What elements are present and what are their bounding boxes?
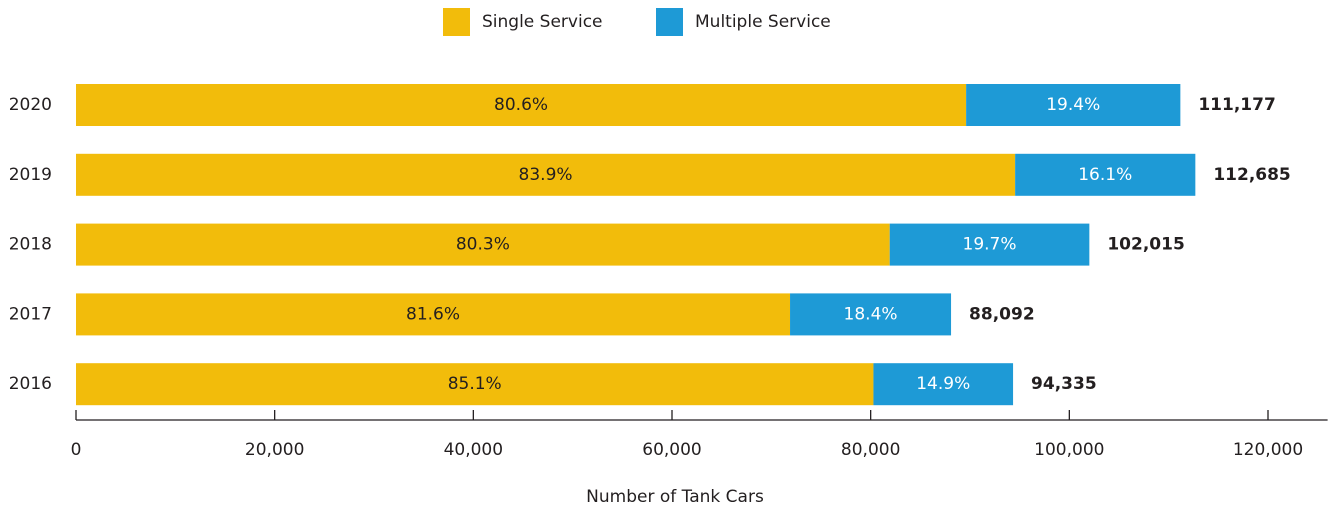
y-tick-label: 2018 [9,235,52,255]
bar-segment [790,293,952,336]
bar-segment [76,153,1016,196]
bar-value-label: 16.1% [1078,165,1132,185]
x-tick-label: 40,000 [444,440,503,460]
bar-total-label: 111,177 [1198,95,1275,115]
bar-value-label: 80.6% [494,95,548,115]
bar-segment [76,363,874,406]
bar-value-label: 85.1% [448,374,502,394]
bar-value-label: 80.3% [456,235,510,255]
bar-value-label: 18.4% [844,304,898,324]
x-axis-label: Number of Tank Cars [586,487,764,507]
bar-segment [76,223,890,266]
x-tick-label: 60,000 [642,440,701,460]
bar-segment [966,84,1181,126]
bar-total-label: 102,015 [1107,235,1184,255]
bar-total-label: 88,092 [969,304,1035,324]
y-tick-label: 2020 [9,95,52,115]
y-tick-label: 2019 [9,165,52,185]
bar-segment [873,363,1014,406]
bar-value-label: 19.4% [1046,95,1100,115]
legend-swatch [443,8,470,36]
y-tick-label: 2016 [9,374,52,394]
bar-segment [76,293,791,336]
bar-segment [1015,153,1196,196]
bar-value-label: 19.7% [963,235,1017,255]
x-tick-label: 0 [71,440,82,460]
x-tick-label: 120,000 [1233,440,1303,460]
x-tick-label: 20,000 [245,440,304,460]
bar-total-label: 94,335 [1031,374,1097,394]
bar-total-label: 112,685 [1213,165,1290,185]
bar-value-label: 83.9% [519,165,573,185]
y-tick-label: 2017 [9,304,52,324]
legend-swatch [656,8,683,36]
bar-segment [76,84,967,126]
bar-value-label: 81.6% [406,304,460,324]
legend-label: Single Service [482,12,603,32]
bar-segment [889,223,1090,266]
x-tick-label: 80,000 [841,440,900,460]
bar-value-label: 14.9% [916,374,970,394]
x-tick-label: 100,000 [1034,440,1104,460]
legend-label: Multiple Service [695,12,831,32]
